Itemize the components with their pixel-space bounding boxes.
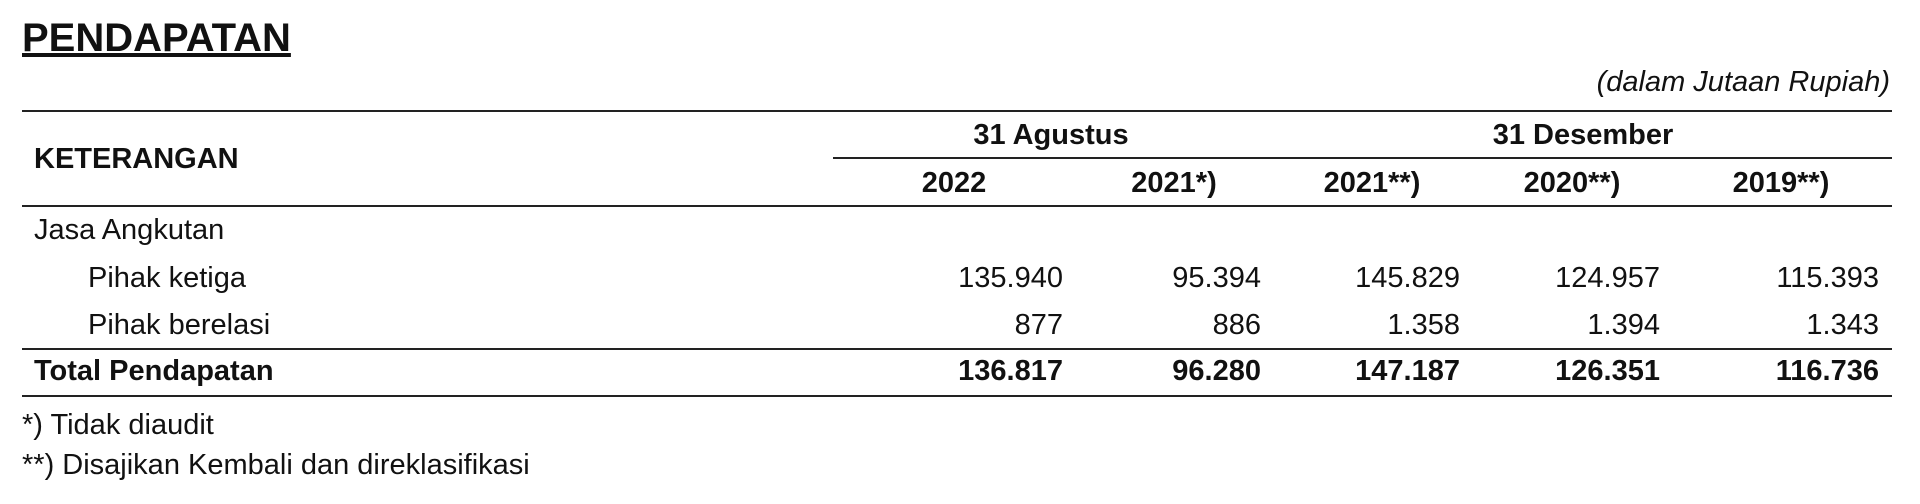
year-header: 2019**)	[1732, 167, 1830, 199]
cell-value: 126.351	[1555, 355, 1660, 387]
rule	[22, 110, 1892, 112]
rule	[833, 157, 1892, 159]
rule	[22, 348, 1892, 350]
cell-value: 886	[1212, 309, 1261, 341]
cell-value: 96.280	[1172, 355, 1261, 387]
cell-value: 124.957	[1555, 262, 1660, 294]
cell-value: 145.829	[1355, 262, 1460, 294]
year-header: 2022	[921, 167, 987, 199]
cell-value: 136.817	[958, 355, 1063, 387]
row-label: Jasa Angkutan	[34, 214, 225, 246]
year-header: 2021**)	[1323, 167, 1421, 199]
title: PENDAPATAN	[22, 16, 291, 60]
cell-value: 135.940	[958, 262, 1063, 294]
key-header: KETERANGAN	[34, 143, 239, 175]
cell-value: 116.736	[1775, 355, 1879, 387]
row-label: Total Pendapatan	[34, 355, 274, 387]
cell-value: 877	[1014, 309, 1063, 341]
row-label: Pihak ketiga	[88, 262, 246, 294]
cell-value: 1.358	[1387, 309, 1460, 341]
year-header: 2021*)	[1131, 167, 1217, 199]
cell-value: 115.393	[1776, 262, 1879, 294]
unit-note: (dalam Jutaan Rupiah)	[1596, 66, 1890, 98]
group-header: 31 Agustus	[973, 119, 1129, 151]
cell-value: 1.394	[1587, 309, 1660, 341]
group-header: 31 Desember	[1492, 119, 1674, 151]
year-header: 2020**)	[1523, 167, 1621, 199]
footnote: *) Tidak diaudit	[22, 409, 214, 441]
footnote: **) Disajikan Kembali dan direklasifikas…	[22, 449, 530, 481]
row-label: Pihak berelasi	[88, 309, 271, 341]
cell-value: 95.394	[1172, 262, 1261, 294]
rule	[22, 205, 1892, 207]
cell-value: 1.343	[1806, 309, 1879, 341]
rule	[22, 395, 1892, 397]
cell-value: 147.187	[1355, 355, 1460, 387]
